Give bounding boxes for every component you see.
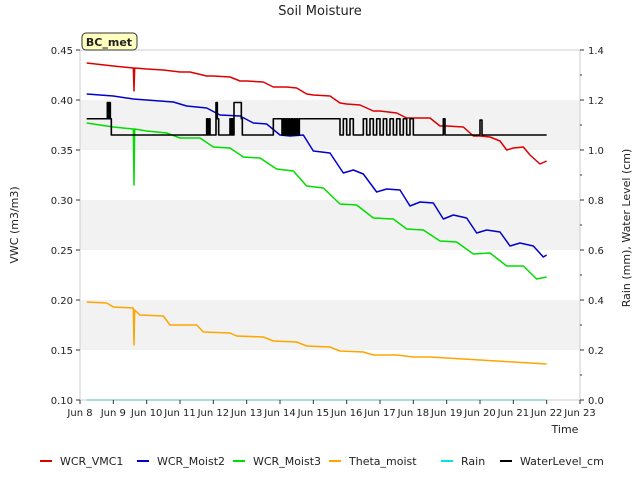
legend-label: WCR_Moist2 <box>157 455 225 468</box>
x-tick-label: Jun 13 <box>230 408 263 419</box>
series-line-wcr-vmc1 <box>86 62 547 165</box>
x-tick-label: Jun 17 <box>363 408 396 419</box>
left-y-tick-label: 0.15 <box>51 346 73 357</box>
x-tick-label: Jun 23 <box>563 408 596 419</box>
left-y-tick-label: 0.10 <box>51 396 73 407</box>
grid-band <box>80 200 580 250</box>
x-tick-label: Jun 11 <box>163 408 196 419</box>
x-axis-label: Time <box>551 423 579 436</box>
left-y-axis-ticks: 0.10 0.15 0.20 0.25 0.30 0.35 0.40 0.45 <box>51 46 80 407</box>
x-tick-label: Jun 10 <box>130 408 163 419</box>
chart-title: Soil Moisture <box>278 4 362 19</box>
x-tick-label: Jun 20 <box>463 408 496 419</box>
left-y-tick-label: 0.45 <box>51 46 73 57</box>
series-line-wcr-moist2 <box>86 93 548 258</box>
right-y-tick-label: 1.0 <box>588 146 604 157</box>
series-line-theta-moist <box>86 301 547 365</box>
left-y-axis-label: VWC (m3/m3) <box>8 186 21 263</box>
x-tick-label: Jun 18 <box>397 408 430 419</box>
left-y-tick-label: 0.35 <box>51 146 73 157</box>
right-y-tick-label: 0.0 <box>588 396 604 407</box>
grid-bands <box>80 100 580 350</box>
right-y-tick-label: 0.2 <box>588 346 604 357</box>
left-y-tick-label: 0.40 <box>51 96 73 107</box>
x-tick-label: Jun 12 <box>197 408 230 419</box>
x-tick-label: Jun 22 <box>530 408 563 419</box>
site-label-badge: BC_met <box>81 32 138 51</box>
right-y-tick-label: 0.4 <box>588 296 604 307</box>
right-y-axis-ticks: 0.0 0.2 0.4 0.6 0.8 1.0 1.2 1.4 <box>580 46 604 407</box>
legend-label: WCR_VMC1 <box>60 455 123 468</box>
x-tick-label: Jun 19 <box>430 408 463 419</box>
x-axis-ticks: Jun 8 Jun 9 Jun 10 Jun 11 Jun 12 Jun 13 Jun 14… <box>66 400 596 419</box>
series-line-wcr-moist3 <box>86 122 547 280</box>
legend-label: Theta_moist <box>348 455 417 468</box>
right-y-tick-label: 1.4 <box>588 46 604 57</box>
x-tick-label: Jun 16 <box>330 408 363 419</box>
legend-label: WCR_Moist3 <box>253 455 321 468</box>
x-tick-label: Jun 9 <box>100 408 126 419</box>
right-y-tick-label: 0.6 <box>588 246 604 257</box>
left-y-tick-label: 0.25 <box>51 246 73 257</box>
legend: WCR_VMC1 WCR_Moist2 WCR_Moist3 Theta_moist R… <box>40 455 604 468</box>
grid-band <box>80 300 580 350</box>
site-label-text: BC_met <box>86 36 132 49</box>
x-tick-label: Jun 21 <box>497 408 530 419</box>
x-tick-label: Jun 8 <box>66 408 92 419</box>
right-y-axis-label: Rain (mm), Water Level (cm) <box>620 149 633 308</box>
x-tick-label: Jun 14 <box>263 408 296 419</box>
left-y-tick-label: 0.30 <box>51 196 73 207</box>
right-y-tick-label: 1.2 <box>588 96 604 107</box>
right-y-tick-label: 0.8 <box>588 196 604 207</box>
x-tick-label: Jun 15 <box>297 408 330 419</box>
legend-label: WaterLevel_cm <box>520 455 604 468</box>
plot-area <box>86 62 548 401</box>
legend-label: Rain <box>461 455 485 468</box>
left-y-tick-label: 0.20 <box>51 296 73 307</box>
series-line-waterlevel-cm <box>86 101 547 136</box>
site-label-box <box>81 32 138 51</box>
grid-band <box>80 100 580 150</box>
